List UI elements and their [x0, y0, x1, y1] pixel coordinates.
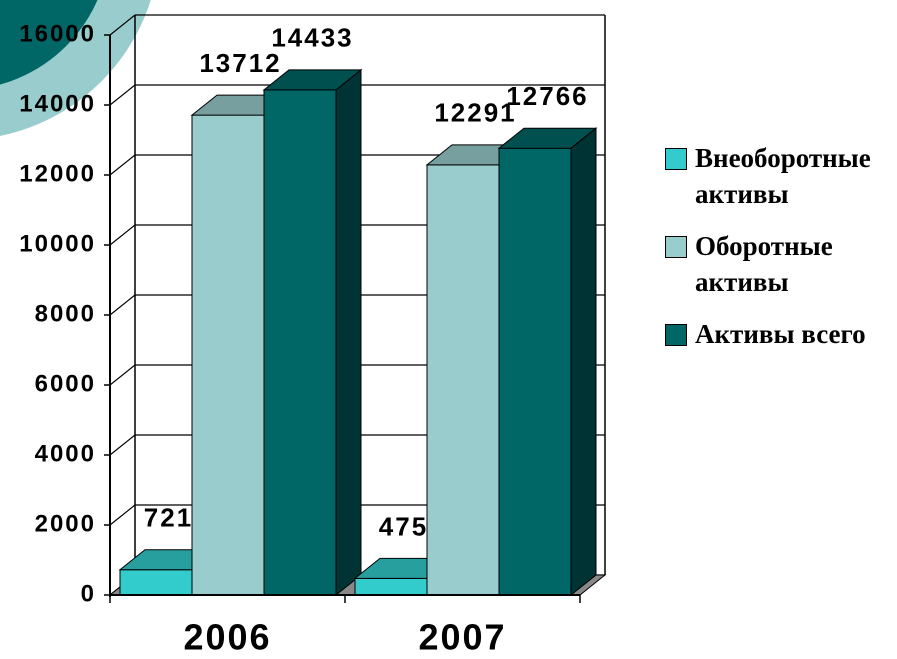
grid-line [109, 154, 136, 176]
y-tick-label: 4000 [35, 440, 96, 467]
bar [119, 569, 193, 596]
x-tick-label: 2007 [418, 617, 506, 658]
y-tick-label: 0 [81, 580, 96, 607]
legend: Внеоборотные активы Оборотные активы Актив… [665, 140, 890, 368]
legend-label: Внеоборотные активы [695, 143, 871, 209]
plot: 0 2000 4000 6000 8000 10000 12000 14000 16000 200… [19, 14, 607, 658]
legend-item: Активы всего [665, 316, 890, 352]
bar-side [335, 68, 362, 597]
data-label: 475 [379, 511, 428, 541]
y-tick-label: 6000 [35, 370, 96, 397]
legend-swatch [665, 236, 687, 258]
legend-swatch [665, 324, 687, 346]
bar-top [497, 127, 598, 149]
grid-line [109, 294, 136, 316]
bar-side [570, 127, 597, 597]
bar [354, 577, 428, 596]
grid-line [109, 84, 136, 106]
y-tick-label: 12000 [19, 160, 96, 187]
bar [191, 114, 265, 596]
data-label: 12766 [506, 81, 588, 111]
data-label: 721 [144, 503, 193, 533]
legend-item: Внеоборотные активы [665, 140, 890, 212]
y-tick-label: 2000 [35, 510, 96, 537]
grid-line [109, 224, 136, 246]
decor-circle [0, 0, 98, 85]
legend-label: Активы всего [695, 319, 866, 349]
grid-line [109, 504, 136, 526]
data-label: 12291 [434, 98, 516, 128]
bar [498, 147, 572, 596]
x-tick-label: 2006 [183, 617, 271, 658]
bar-top [262, 69, 363, 91]
legend-label: Оборотные активы [695, 231, 833, 297]
data-label: 14433 [271, 23, 353, 53]
y-tick-label: 8000 [35, 300, 96, 327]
legend-item: Оборотные активы [665, 228, 890, 300]
legend-swatch [665, 148, 687, 170]
y-tick-label: 16000 [19, 20, 96, 47]
y-tick-label: 10000 [19, 230, 96, 257]
grid-line [109, 434, 136, 456]
data-label: 13712 [199, 48, 281, 78]
bar [263, 89, 337, 596]
grid-line [109, 364, 136, 386]
bar [426, 164, 500, 596]
grid-line [109, 14, 136, 36]
y-tick-label: 14000 [19, 90, 96, 117]
